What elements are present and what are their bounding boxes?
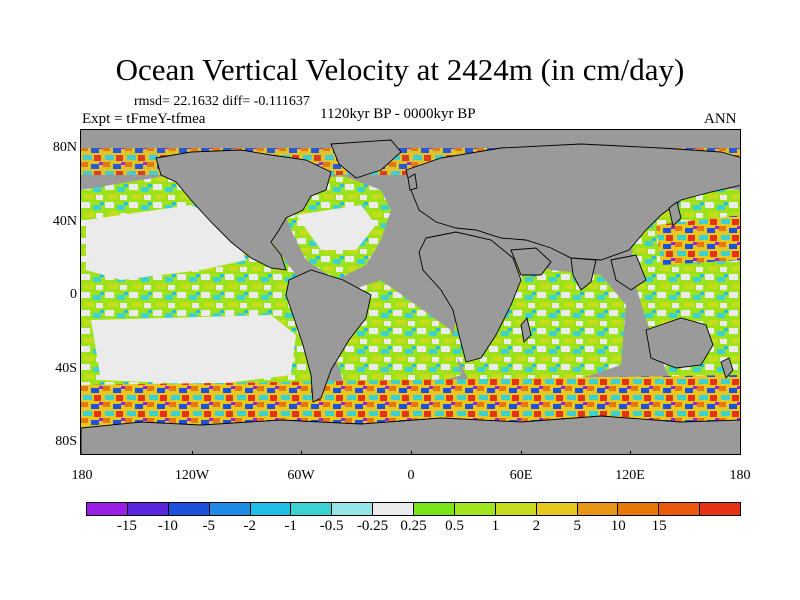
lat-label-eq: 0 [70,287,77,302]
map-canvas [81,139,740,454]
colorbar-label: -0.25 [356,518,389,534]
colorbar [86,502,741,516]
season-label: ANN [704,111,737,127]
colorbar-swatch [577,503,619,515]
colorbar-label: -5 [202,518,216,534]
lon-tick [301,451,302,455]
pacific-west-hot [656,215,740,265]
colorbar-swatch [87,503,128,515]
lon-label-0: 0 [407,468,415,483]
lon-tick [192,451,193,455]
south-america [285,269,372,403]
colorbar-swatch [454,503,496,515]
lat-label-80n: 80N [52,140,77,155]
pacific-south-calm [91,315,296,385]
europe-asia [405,143,740,261]
colorbar-swatch [700,503,740,515]
india [570,257,597,291]
colorbar-swatch [168,503,210,515]
map-panel [80,129,741,455]
colorbar-label: 15 [651,518,667,534]
map-title: Ocean Vertical Velocity at 2424m (in cm/… [115,52,685,87]
atlantic-north-calm [296,205,376,250]
colorbar-swatch [250,503,292,515]
lat-label-40s: 40S [55,361,77,376]
stats-text: rmsd= 22.1632 diff= -0.111637 [134,94,310,109]
colorbar-label: -2 [243,518,257,534]
japan [668,201,682,227]
lon-label-180e: 180 [729,468,751,483]
lon-label-60e: 60E [509,468,533,483]
lon-label-60w: 60W [287,468,315,483]
land-masses [81,139,740,454]
australia [645,317,714,369]
colorbar-swatch [209,503,251,515]
colorbar-label: 5 [573,518,582,534]
uk [407,173,418,191]
colorbar-label: 1 [491,518,500,534]
southeast-asia [610,254,647,291]
colorbar-swatch [659,503,701,515]
colorbar-swatch [495,503,537,515]
lon-tick [630,451,631,455]
arabia [510,247,552,276]
colorbar-label: 2 [532,518,541,534]
africa [418,231,522,363]
colorbar-label: -15 [116,518,137,534]
colorbar-label: 10 [610,518,626,534]
colorbar-swatch [618,503,660,515]
lon-label-180w: 180 [71,468,93,483]
lon-label-120e: 120E [615,468,645,483]
colorbar-label: -10 [157,518,178,534]
colorbar-swatch [536,503,578,515]
greenland [330,139,402,179]
pacific-north-calm [86,205,246,280]
colorbar-swatch [414,503,455,515]
colorbar-swatch [291,503,333,515]
colorbar-label: -0.5 [319,518,344,534]
southern-ocean [81,375,740,430]
lon-label-120w: 120W [174,468,210,483]
lat-label-80s: 80S [55,434,77,449]
colorbar-label: -1 [284,518,297,534]
lon-tick [521,451,522,455]
madagascar [520,317,532,343]
lat-label-40n: 40N [52,214,77,229]
colorbar-label: 0.25 [400,518,427,534]
new-zealand [720,357,734,379]
antarctica [81,415,740,454]
experiment-label: Expt = tFmeY-tfmea [82,111,206,127]
colorbar-label: 0.5 [445,518,464,534]
period-label: 1120kyr BP - 0000kyr BP [320,106,476,122]
colorbar-swatch [332,503,374,515]
lon-tick [411,451,412,455]
colorbar-swatch [127,503,169,515]
colorbar-swatch [373,503,414,515]
north-america [155,149,332,271]
